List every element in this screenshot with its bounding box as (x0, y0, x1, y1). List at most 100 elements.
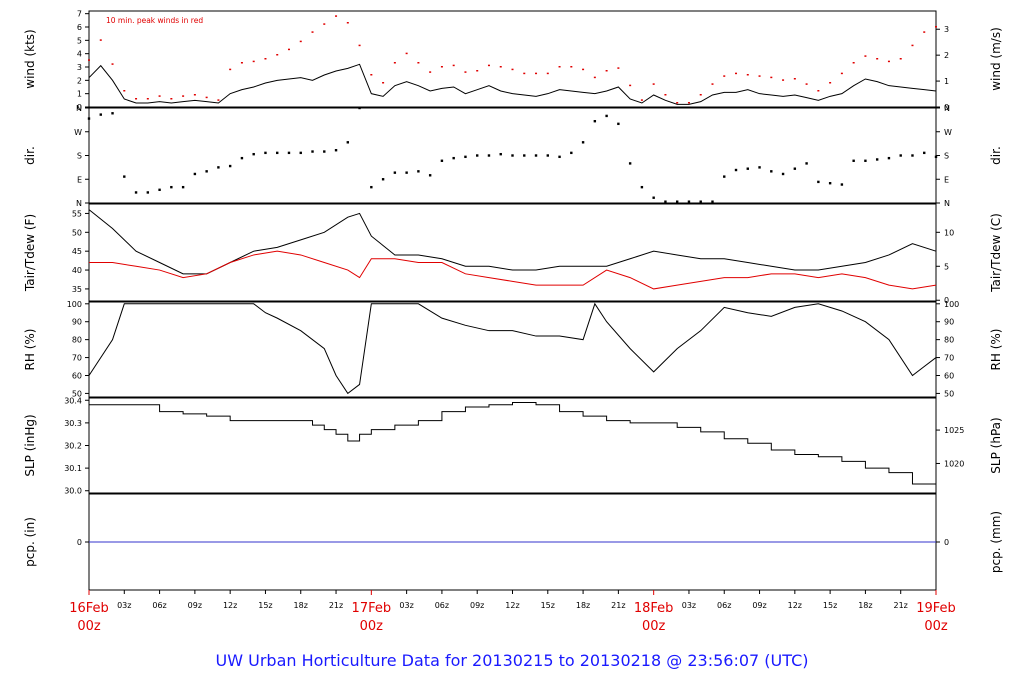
x-tick-label: 18z (576, 601, 590, 610)
series-tdew (89, 250, 937, 290)
dir-point (217, 166, 220, 169)
x-tick-label: 15z (823, 601, 837, 610)
dir-point (146, 191, 150, 194)
y2-tick-label: 50 (944, 389, 954, 398)
panel-pcp: 0 0 pcp. (in) pcp. (mm) (23, 493, 1003, 591)
dir-point (123, 175, 126, 178)
y-tick-label: 90 (72, 318, 82, 327)
y-tick-label: 80 (72, 336, 82, 345)
y-tick-label: 4 (77, 50, 82, 59)
y2-tick-label: 2 (944, 51, 949, 60)
dir-point (193, 172, 197, 176)
y-tick-label: 60 (72, 371, 82, 380)
panel-slp: 30.0 30.1 30.2 30.3 30.4 1020 1025 SLP (inHg) SL… (23, 396, 1003, 495)
peak-wind-point (523, 72, 526, 75)
x-tick-label: 09z (188, 601, 202, 610)
peak-wind-point (582, 68, 585, 71)
x-tick-label: 12z (223, 601, 237, 610)
peak-wind-point (311, 31, 314, 33)
dir-point (276, 151, 279, 155)
peak-wind-point (170, 98, 173, 100)
peak-wind-point (652, 83, 655, 85)
dir-point (134, 191, 138, 194)
peak-wind-point (440, 66, 443, 68)
x-tick-label: 21z (611, 601, 625, 610)
dir-point (828, 182, 832, 185)
y2-tick-label: E (944, 175, 949, 184)
peak-wind-point (864, 55, 867, 57)
dir-point (311, 150, 314, 153)
peak-wind-point (687, 102, 690, 104)
y-axis-label: Tair/Tdew (F) (23, 214, 37, 292)
y-tick-label: 30.4 (64, 396, 82, 405)
peak-wind-point (829, 82, 832, 84)
peak-wind-point (205, 96, 208, 99)
peak-wind-point (629, 84, 632, 87)
peak-wind-point (229, 68, 232, 71)
panel-wind: 0 1 2 3 4 5 6 7 0 1 2 3 wind (kts) wind (m/s) 10 min. … (23, 10, 1003, 112)
y-tick-label: 45 (72, 247, 82, 256)
x-day-label: 17Feb (352, 601, 392, 616)
dir-point (534, 154, 538, 157)
peak-wind-point (370, 74, 373, 76)
dir-point (346, 141, 350, 144)
y-tick-label: N (76, 199, 82, 208)
y-tick-label: 6 (77, 23, 82, 32)
y2-tick-label: S (944, 152, 949, 161)
y2-tick-label: 3 (944, 25, 949, 34)
x-tick-label: 09z (470, 601, 484, 610)
dir-point (264, 151, 267, 155)
peak-wind-point (346, 22, 349, 24)
peak-wind-point (793, 78, 796, 80)
x-day-label: 19Feb (916, 601, 956, 616)
y-tick-label: E (77, 175, 82, 184)
peak-wind-point (911, 44, 914, 47)
y-tick-label: 5 (77, 36, 82, 45)
dir-point (181, 185, 185, 189)
dir-point (664, 200, 667, 203)
peak-wind-point (452, 64, 455, 67)
peak-wind-point (535, 72, 538, 75)
y2-tick-label: 70 (944, 354, 954, 363)
x-day-hour: 00z (77, 619, 101, 634)
series-mean-wind (88, 63, 937, 105)
peak-wind-point (252, 60, 255, 63)
dir-point (840, 183, 844, 186)
dir-point (675, 200, 679, 203)
dir-point (99, 113, 102, 116)
panel-frame (88, 301, 937, 398)
dir-point (158, 188, 161, 192)
x-tick-label: 12z (788, 601, 802, 610)
peak-wind-point (429, 71, 432, 73)
y-axis-label: wind (kts) (23, 29, 37, 88)
peak-wind-point (770, 76, 773, 79)
y-tick-label: W (74, 128, 82, 137)
dir-point (758, 166, 761, 169)
peak-wind-point (558, 66, 561, 68)
panel-rh: 50 60 70 80 90 100 50 60 70 80 90 100 RH (%) RH (%) (23, 300, 1003, 399)
peak-wind-point (99, 39, 102, 41)
peak-wind-point (605, 70, 608, 72)
dir-point (240, 156, 244, 160)
y-tick-label: 30.1 (64, 464, 82, 473)
dir-point (523, 154, 526, 157)
dir-point (911, 154, 914, 157)
peak-wind-point (735, 72, 738, 75)
x-tick-label: 03z (682, 601, 696, 610)
y2-tick-label: N (944, 104, 950, 113)
x-tick-label: 15z (541, 601, 555, 610)
peak-wind-point (570, 66, 573, 68)
peak-wind-point (193, 94, 196, 96)
y-axis-label: RH (%) (23, 329, 37, 371)
dir-point (111, 112, 114, 115)
y2-axis-label: dir. (989, 146, 1003, 165)
dir-point (640, 185, 644, 189)
dir-point (546, 154, 549, 157)
x-axis: 03z 06z 09z 12z 15z 18z 21z 03z 06z 09z 12z 15z 18z 2… (69, 590, 956, 634)
peak-wind-point (476, 70, 479, 72)
dir-point (323, 150, 326, 153)
y2-tick-label: 10 (944, 228, 954, 237)
y-tick-label: 7 (77, 10, 82, 19)
peak-wind-point (88, 59, 90, 61)
